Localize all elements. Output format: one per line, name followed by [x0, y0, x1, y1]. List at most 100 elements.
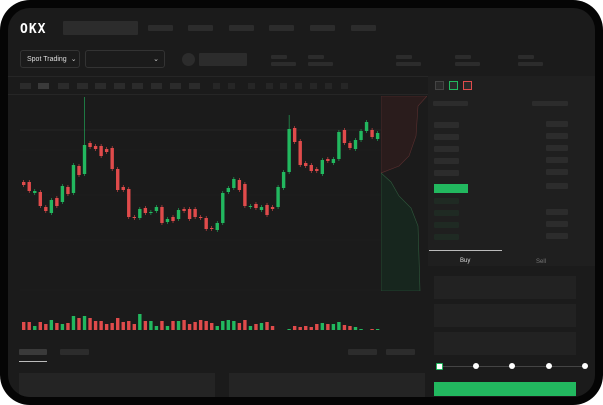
drawing-tool-icon[interactable] [295, 83, 302, 89]
candle-body [60, 186, 65, 202]
volume-bar [116, 318, 120, 330]
drawing-tool-icon[interactable] [341, 83, 348, 89]
orderbook-asks-icon[interactable] [463, 81, 472, 90]
search-bar[interactable] [63, 21, 138, 35]
candle-body [132, 217, 136, 218]
nav-item[interactable] [269, 25, 294, 31]
orderbook-price[interactable] [434, 158, 459, 164]
timeframe-button[interactable] [114, 83, 125, 89]
slider-step[interactable] [582, 363, 588, 369]
candle-body [165, 219, 170, 222]
orderbook-price[interactable] [434, 210, 459, 216]
nav-item[interactable] [188, 25, 213, 31]
candle-body [221, 193, 225, 223]
candle-body [33, 191, 37, 193]
candle-body [149, 212, 153, 213]
timeframe-button[interactable] [58, 83, 69, 89]
candle-body [232, 179, 236, 188]
candle-body [281, 172, 286, 188]
timeframe-button[interactable] [132, 83, 143, 89]
slider-step[interactable] [509, 363, 515, 369]
price-input[interactable] [434, 276, 576, 299]
orderbook-header-price [433, 101, 468, 106]
filter-button[interactable] [348, 349, 377, 355]
tab-buy[interactable]: Buy [460, 258, 471, 264]
orderbook-amount [546, 221, 568, 227]
tab-open-orders[interactable] [19, 349, 47, 355]
orderbook-price[interactable] [434, 122, 459, 128]
orderbook-price[interactable] [434, 234, 459, 240]
candle-body [160, 207, 164, 223]
volume-bar [55, 323, 59, 330]
orderbook-amount [546, 169, 568, 175]
volume-bar [348, 326, 352, 330]
timeframe-button[interactable] [170, 83, 181, 89]
candle-body [38, 192, 42, 206]
drawing-tool-icon[interactable] [325, 83, 332, 89]
pair-select[interactable]: ⌄ [85, 50, 165, 68]
candle-body [287, 129, 291, 172]
slider-step[interactable] [436, 363, 443, 370]
candle-body [304, 163, 308, 166]
nav-item[interactable] [310, 25, 335, 31]
candle-body [326, 159, 330, 161]
filter-button[interactable] [386, 349, 415, 355]
candle-body [337, 132, 341, 159]
amount-input[interactable] [434, 304, 576, 327]
tab-order-history[interactable] [60, 349, 89, 355]
drawing-tool-icon[interactable] [266, 83, 273, 89]
stat-value [271, 62, 296, 66]
candle-body [248, 206, 253, 207]
drawing-tool-icon[interactable] [213, 83, 220, 89]
candlestick-chart[interactable] [10, 90, 382, 330]
candle-body [320, 160, 325, 174]
volume-bar [171, 321, 175, 330]
timeframe-button[interactable] [38, 83, 49, 89]
volume-bar [176, 321, 181, 330]
timeframe-button[interactable] [95, 83, 106, 89]
volume-bar [243, 320, 247, 330]
nav-item[interactable] [148, 25, 173, 31]
orderbook-price[interactable] [434, 146, 459, 152]
okx-logo[interactable]: OKX [20, 22, 47, 37]
spot-trading-label: Spot Trading [27, 55, 67, 63]
nav-item[interactable] [351, 25, 376, 31]
candle-body [187, 209, 192, 219]
nav-item[interactable] [229, 25, 254, 31]
drawing-tool-icon[interactable] [228, 83, 235, 89]
candle-body [93, 146, 98, 149]
volume-bar [127, 321, 131, 330]
drawing-tool-icon[interactable] [280, 83, 287, 89]
drawing-tool-icon[interactable] [248, 83, 255, 89]
timeframe-button[interactable] [20, 83, 31, 89]
volume-bar [27, 322, 31, 330]
pair-price [199, 53, 247, 66]
timeframe-button[interactable] [77, 83, 88, 89]
candle-body [104, 149, 109, 152]
drawing-tool-icon[interactable] [310, 83, 317, 89]
timeframe-button[interactable] [189, 83, 200, 89]
volume-bar [353, 327, 358, 330]
volume-bar [232, 321, 236, 330]
orderbook-bids-icon[interactable] [449, 81, 458, 90]
volume-bar [226, 320, 231, 330]
orderbook-both-icon[interactable] [435, 81, 444, 90]
candle-body [331, 159, 336, 163]
slider-step[interactable] [472, 363, 479, 369]
orderbook-price[interactable] [434, 198, 459, 204]
buy-button[interactable] [434, 382, 576, 396]
volume-bar [138, 314, 142, 330]
tab-sell[interactable]: Sell [536, 259, 547, 265]
volume-bar [132, 324, 136, 330]
candle-body [27, 182, 31, 191]
candle-body [226, 188, 231, 192]
stat-value [518, 62, 543, 66]
orderbook-price[interactable] [434, 134, 459, 140]
orderbook-price[interactable] [434, 170, 459, 176]
slider-step[interactable] [545, 363, 552, 369]
orderbook-price[interactable] [434, 222, 459, 228]
spot-trading-select[interactable]: Spot Trading ⌄ [20, 50, 80, 68]
timeframe-button[interactable] [151, 83, 162, 89]
total-input[interactable] [434, 332, 576, 355]
